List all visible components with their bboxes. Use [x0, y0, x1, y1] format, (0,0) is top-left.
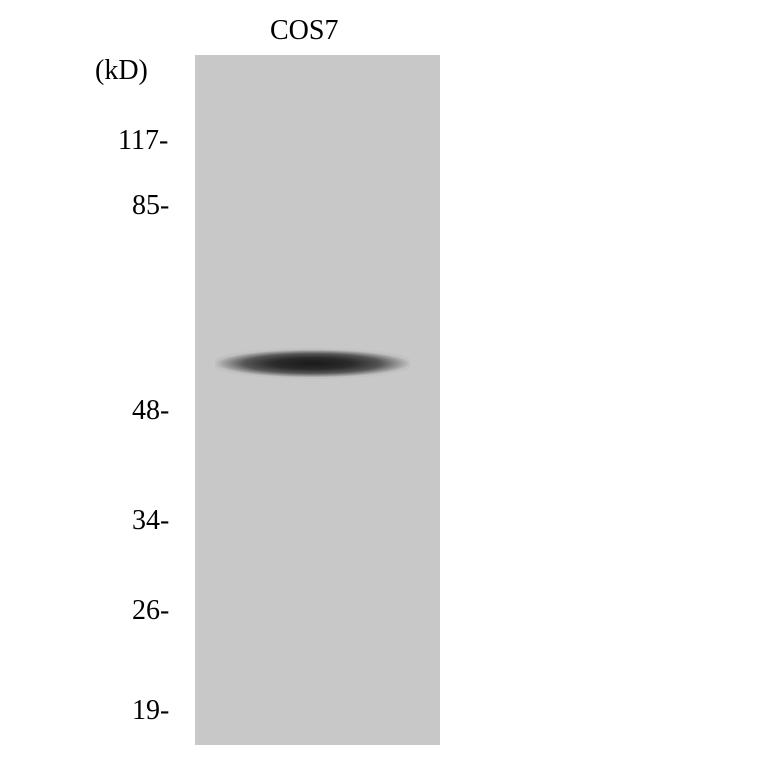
- marker-85: 85-: [132, 190, 169, 222]
- unit-label: (kD): [95, 55, 148, 87]
- marker-19: 19-: [132, 695, 169, 727]
- protein-band: [215, 348, 410, 379]
- marker-34: 34-: [132, 505, 169, 537]
- marker-117: 117-: [118, 125, 168, 157]
- lane-label: COS7: [270, 15, 338, 47]
- blot-container: COS7 (kD) 117- 85- 48- 34- 26- 19-: [0, 0, 764, 764]
- marker-26: 26-: [132, 595, 169, 627]
- blot-lane: [195, 55, 440, 745]
- marker-48: 48-: [132, 395, 169, 427]
